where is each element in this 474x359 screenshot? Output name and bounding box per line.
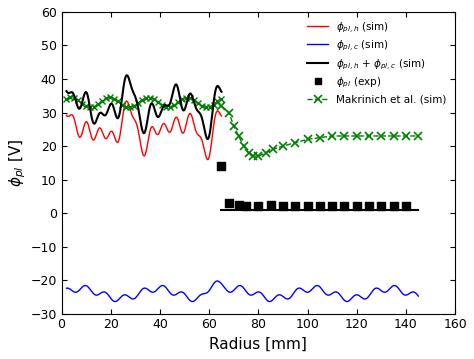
Point	[304, 204, 311, 209]
Point	[402, 204, 410, 209]
Point	[341, 204, 348, 209]
Point	[328, 204, 336, 209]
Point	[218, 163, 225, 169]
Point	[353, 204, 361, 209]
Point	[267, 202, 274, 208]
X-axis label: Radius [mm]: Radius [mm]	[210, 337, 307, 352]
Point	[225, 200, 233, 206]
Point	[365, 204, 373, 209]
Point	[292, 204, 299, 209]
Point	[235, 202, 243, 208]
Point	[390, 204, 398, 209]
Legend: $\phi_{pl,h}$ (sim), $\phi_{pl,c}$ (sim), $\phi_{pl,h}$ + $\phi_{pl,c}$ (sim), $: $\phi_{pl,h}$ (sim), $\phi_{pl,c}$ (sim)…	[304, 17, 450, 108]
Point	[279, 204, 287, 209]
Point	[255, 204, 262, 209]
Point	[242, 204, 250, 209]
Y-axis label: $\phi_{pl}$ [V]: $\phi_{pl}$ [V]	[7, 139, 27, 187]
Point	[316, 204, 324, 209]
Point	[378, 204, 385, 209]
